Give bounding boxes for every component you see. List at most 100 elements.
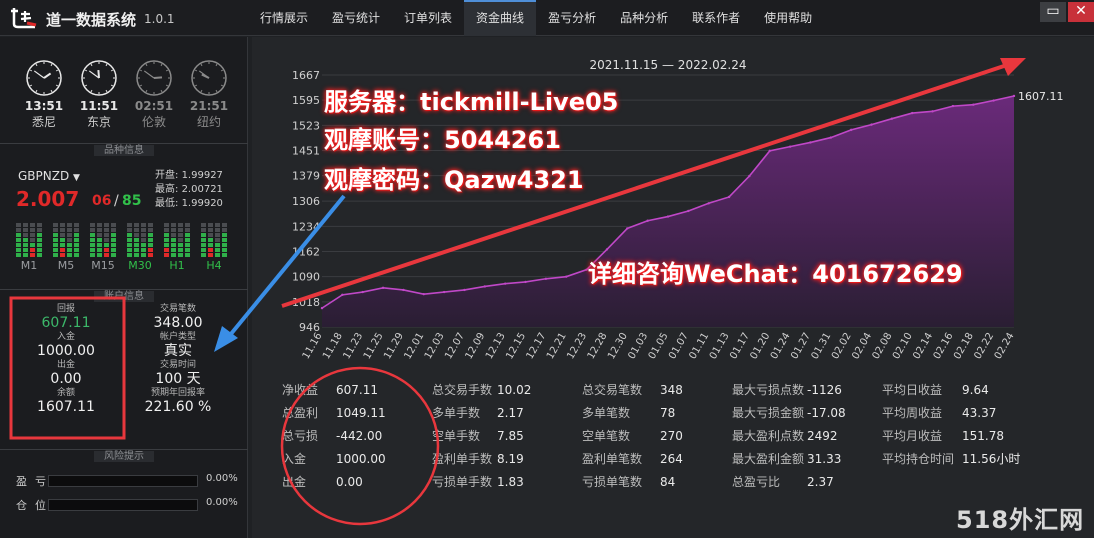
- stat-value: 607.11: [336, 383, 378, 397]
- stat-item: 平均持仓时间 11.56小时: [882, 451, 1032, 467]
- stat-label: 平均月收益: [882, 429, 943, 443]
- risk-row-position: 仓位 0.00%: [16, 497, 242, 513]
- annual-return-label: 预期年回报率: [150, 388, 205, 398]
- equity-point: [503, 282, 507, 285]
- equity-point: [361, 290, 364, 294]
- minimize-button[interactable]: ▭: [1040, 2, 1066, 22]
- last-value-label: 1607.11: [1018, 90, 1064, 103]
- timeframe-3: M30: [125, 219, 155, 272]
- stat-value: 11.56小时: [962, 452, 1021, 466]
- clock-time: 02:51: [134, 99, 174, 113]
- risk-position-value: 0.00%: [206, 497, 238, 508]
- balance-value: 1607.11: [37, 399, 95, 415]
- risk-header: 风险提示: [0, 449, 248, 463]
- equity-point: [565, 275, 568, 278]
- tab-7[interactable]: 使用帮助: [764, 11, 813, 25]
- strength-meter-icon: [53, 223, 79, 257]
- equity-point: [544, 277, 548, 280]
- stat-label: 盈利单手数: [432, 452, 493, 466]
- equity-point: [911, 111, 914, 115]
- strength-meter-icon: [164, 223, 190, 257]
- wechat-annotation: 详细咨询WeChat：401672629: [588, 260, 963, 288]
- stat-value: 84: [660, 475, 676, 489]
- clock-face-icon: [26, 60, 62, 96]
- high-price: 2.00721: [181, 184, 223, 195]
- risk-position-label: 仓位: [16, 499, 54, 512]
- stat-label: 总亏损: [282, 429, 319, 443]
- stat-value: 2492: [807, 429, 838, 443]
- world-clocks: 13:51 悉尼 11:51 东京 02:51 伦敦 21:51 纽约: [0, 37, 248, 137]
- timeframe-2: M15: [88, 219, 118, 272]
- equity-point: [931, 110, 934, 113]
- y-tick-label: 1523: [292, 119, 320, 132]
- stat-item: 空单笔数 270: [582, 428, 732, 444]
- left-panel: 13:51 悉尼 11:51 东京 02:51 伦敦 21:51 纽约 品种信息…: [0, 37, 248, 538]
- tab-2[interactable]: 订单列表: [404, 11, 453, 25]
- trade-time-label: 交易时间: [159, 360, 196, 370]
- stat-item: 总交易手数 10.02: [432, 382, 582, 398]
- timeframe-label: M5: [57, 259, 75, 272]
- annual-return-value: 221.60 %: [144, 399, 212, 415]
- stat-item: 总盈亏比 2.37: [732, 474, 882, 490]
- equity-point: [320, 306, 324, 310]
- clock-1: 11:51 东京: [76, 59, 122, 130]
- stat-value: 2.17: [497, 406, 524, 420]
- equity-point: [483, 285, 487, 288]
- clock-city: 纽约: [196, 115, 221, 129]
- stat-value: 2.37: [807, 475, 834, 489]
- equity-point: [849, 128, 853, 132]
- stat-item: 盈利单手数 8.19: [432, 451, 582, 467]
- equity-point: [890, 117, 894, 120]
- y-tick-label: 1595: [292, 94, 320, 107]
- equity-point: [442, 290, 446, 294]
- clock-0: 13:51 悉尼: [21, 59, 67, 130]
- stat-label: 总交易笔数: [582, 383, 643, 397]
- title-bar: 道一数据系统 1.0.1 行情展示 盈亏统计 订单列表 资金曲线 盈亏分析 品种分析 联系作…: [0, 0, 1094, 36]
- risk-pnl-value: 0.00%: [206, 473, 238, 484]
- app-logo-icon: [11, 8, 37, 29]
- account-type-value: 真实: [164, 343, 192, 359]
- stat-label: 多单手数: [432, 406, 481, 420]
- stat-item: 最大亏损点数 -1126: [732, 382, 882, 398]
- clock-face-icon: [136, 60, 172, 96]
- chevron-down-icon: ▼: [73, 173, 80, 183]
- stat-value: 1000.00: [336, 452, 386, 466]
- price-main: 2.007: [16, 187, 80, 211]
- equity-point: [809, 141, 812, 144]
- profit-label: 回报: [56, 304, 75, 314]
- stat-value: 7.85: [497, 429, 524, 443]
- clock-city: 伦敦: [141, 115, 166, 129]
- tab-0[interactable]: 行情展示: [260, 11, 309, 25]
- strength-meter-icon: [127, 223, 153, 257]
- y-tick-label: 1306: [292, 195, 320, 208]
- equity-point: [524, 280, 527, 284]
- equity-point: [972, 103, 975, 106]
- stat-item: 亏损单笔数 84: [582, 474, 732, 490]
- stat-label: 最大亏损金额: [732, 406, 805, 420]
- tab-6[interactable]: 联系作者: [692, 11, 741, 25]
- tab-4[interactable]: 盈亏分析: [548, 11, 597, 25]
- price-pips: 06: [92, 193, 112, 209]
- risk-pnl-bar: [48, 475, 198, 487]
- stat-value: 43.37: [962, 406, 997, 420]
- trade-time-value: 100 天: [155, 371, 201, 387]
- symbol-select[interactable]: GBPNZD ▼: [18, 169, 80, 183]
- close-button[interactable]: ✕: [1068, 2, 1094, 22]
- risk-row-pnl: 盈亏 0.00%: [16, 473, 242, 489]
- stat-label: 净收益: [282, 383, 319, 397]
- equity-point: [687, 209, 690, 213]
- stat-value: 348: [660, 383, 683, 397]
- stat-item: 总亏损 -442.00: [282, 428, 432, 444]
- tab-5[interactable]: 品种分析: [620, 11, 669, 25]
- clock-time: 13:51: [24, 99, 64, 113]
- account-info: 回报 607.11 入金 1000.00 出金 0.00 余额 1607.11 …: [0, 289, 248, 449]
- watermark: 518外汇网: [956, 506, 1085, 534]
- stat-label: 总盈利: [282, 406, 319, 420]
- stat-label: 总交易手数: [432, 383, 493, 397]
- timeframe-label: H4: [206, 259, 222, 272]
- tab-3[interactable]: 资金曲线: [464, 0, 537, 36]
- equity-point: [463, 288, 466, 292]
- y-tick-label: 1379: [292, 170, 320, 183]
- equity-point: [1012, 94, 1016, 98]
- tab-1[interactable]: 盈亏统计: [332, 11, 381, 25]
